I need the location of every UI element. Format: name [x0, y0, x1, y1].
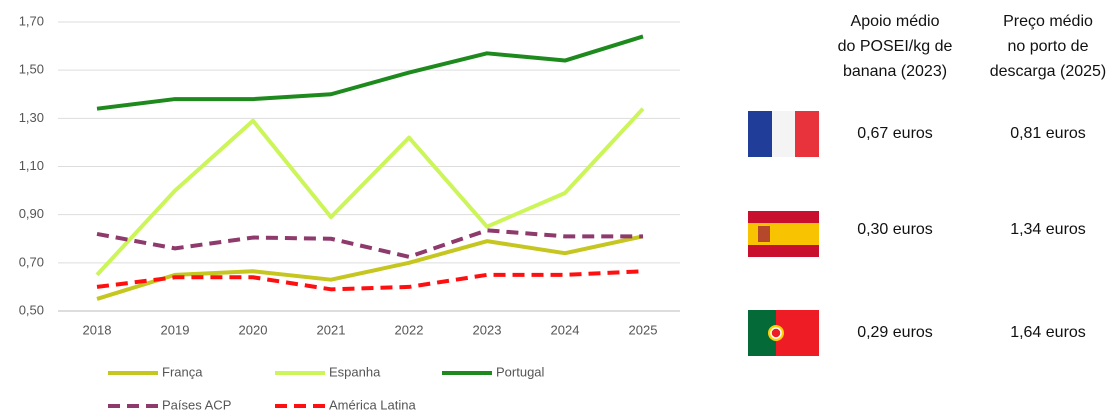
x-tick-label: 2025 — [629, 322, 658, 337]
x-tick-label: 2020 — [239, 322, 268, 337]
series-line — [95, 107, 645, 277]
flag-france — [748, 111, 819, 157]
x-tick-label: 2018 — [83, 322, 112, 337]
table-header: do POSEI/kg de — [838, 38, 953, 55]
y-tick-label: 1,10 — [19, 158, 44, 173]
table-cell: 0,81 euros — [1010, 125, 1086, 142]
y-tick-label: 0,70 — [19, 254, 44, 269]
x-tick-label: 2022 — [395, 322, 424, 337]
table-header: banana (2023) — [843, 63, 947, 80]
table-header: descarga (2025) — [990, 63, 1107, 80]
series-line — [96, 228, 643, 259]
table-cell: 1,64 euros — [1010, 324, 1086, 341]
flag-spain — [748, 211, 819, 257]
y-tick-label: 0,50 — [19, 302, 44, 317]
table-header: no porto de — [1008, 38, 1089, 55]
series-line — [96, 234, 644, 301]
legend-label: Portugal — [496, 364, 545, 379]
y-tick-label: 1,50 — [19, 62, 44, 77]
table-header: Apoio médio — [851, 13, 940, 30]
y-tick-label: 0,90 — [19, 206, 44, 221]
y-tick-label: 1,30 — [19, 110, 44, 125]
x-tick-label: 2024 — [551, 322, 580, 337]
table-cell: 1,34 euros — [1010, 221, 1086, 238]
table-cell: 0,29 euros — [857, 324, 933, 341]
x-tick-label: 2021 — [317, 322, 346, 337]
flag-portugal — [748, 310, 819, 356]
legend-label: América Latina — [329, 397, 416, 412]
table-cell: 0,67 euros — [857, 125, 933, 142]
legend-label: Países ACP — [162, 397, 231, 412]
legend-label: Espanha — [329, 364, 381, 379]
x-tick-label: 2019 — [161, 322, 190, 337]
table-header: Preço médio — [1003, 13, 1093, 30]
series-line — [96, 269, 644, 292]
series-line — [96, 34, 644, 111]
table-cell: 0,30 euros — [857, 221, 933, 238]
legend-label: França — [162, 364, 203, 379]
y-tick-label: 1,70 — [19, 13, 44, 28]
x-tick-label: 2023 — [473, 322, 502, 337]
